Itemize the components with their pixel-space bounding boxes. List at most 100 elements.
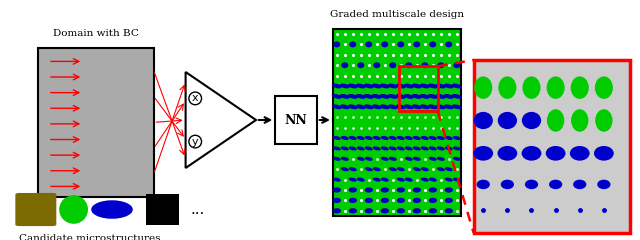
Ellipse shape <box>397 41 404 47</box>
Bar <box>146 194 179 225</box>
Ellipse shape <box>420 167 429 171</box>
Ellipse shape <box>396 94 406 99</box>
Ellipse shape <box>372 178 381 182</box>
Ellipse shape <box>597 180 611 189</box>
Ellipse shape <box>474 146 493 161</box>
Ellipse shape <box>404 146 413 150</box>
Ellipse shape <box>436 94 446 99</box>
Ellipse shape <box>421 62 428 68</box>
Ellipse shape <box>372 136 381 140</box>
Ellipse shape <box>349 136 357 140</box>
Ellipse shape <box>429 187 437 193</box>
Ellipse shape <box>570 146 589 161</box>
Ellipse shape <box>333 178 341 182</box>
Ellipse shape <box>452 178 461 182</box>
Ellipse shape <box>413 136 421 140</box>
Ellipse shape <box>380 84 390 88</box>
Text: NN: NN <box>285 114 307 126</box>
Ellipse shape <box>452 84 462 88</box>
Ellipse shape <box>372 167 381 171</box>
Ellipse shape <box>365 146 373 150</box>
Ellipse shape <box>452 136 461 140</box>
Ellipse shape <box>412 104 422 109</box>
Ellipse shape <box>525 180 538 189</box>
Ellipse shape <box>594 146 614 161</box>
Ellipse shape <box>547 76 564 99</box>
Ellipse shape <box>381 208 389 213</box>
FancyBboxPatch shape <box>15 193 56 226</box>
Ellipse shape <box>333 198 341 203</box>
Ellipse shape <box>404 94 414 99</box>
Bar <box>38 48 154 197</box>
Ellipse shape <box>365 198 373 203</box>
Ellipse shape <box>573 180 586 189</box>
Ellipse shape <box>365 208 373 213</box>
Ellipse shape <box>348 84 358 88</box>
Ellipse shape <box>333 208 341 213</box>
Ellipse shape <box>365 187 373 193</box>
Ellipse shape <box>546 146 566 161</box>
Ellipse shape <box>372 146 381 150</box>
Ellipse shape <box>428 94 438 99</box>
Ellipse shape <box>349 167 357 171</box>
Ellipse shape <box>547 109 564 132</box>
Ellipse shape <box>356 157 365 161</box>
Ellipse shape <box>388 157 397 161</box>
Ellipse shape <box>356 146 365 150</box>
Ellipse shape <box>404 104 414 109</box>
Ellipse shape <box>349 198 357 203</box>
Ellipse shape <box>413 208 421 213</box>
Ellipse shape <box>388 146 397 150</box>
Bar <box>474 60 630 233</box>
Ellipse shape <box>429 136 437 140</box>
Ellipse shape <box>388 136 397 140</box>
Ellipse shape <box>356 94 366 99</box>
Ellipse shape <box>397 136 405 140</box>
Ellipse shape <box>429 198 437 203</box>
Ellipse shape <box>420 146 429 150</box>
Ellipse shape <box>340 167 349 171</box>
Ellipse shape <box>420 104 430 109</box>
Ellipse shape <box>333 146 341 150</box>
Text: Graded multiscale design: Graded multiscale design <box>330 10 464 19</box>
Ellipse shape <box>349 187 357 193</box>
Ellipse shape <box>444 104 454 109</box>
Ellipse shape <box>333 187 341 193</box>
Ellipse shape <box>413 157 421 161</box>
Ellipse shape <box>341 62 348 68</box>
Ellipse shape <box>340 94 350 99</box>
Ellipse shape <box>500 180 514 189</box>
Ellipse shape <box>429 41 436 47</box>
Ellipse shape <box>429 178 437 182</box>
Ellipse shape <box>595 76 613 99</box>
Ellipse shape <box>397 198 405 203</box>
Ellipse shape <box>420 136 429 140</box>
Ellipse shape <box>404 136 413 140</box>
Ellipse shape <box>381 157 389 161</box>
Ellipse shape <box>372 104 382 109</box>
Ellipse shape <box>388 94 398 99</box>
Ellipse shape <box>498 112 517 129</box>
Text: Candidate microstructures: Candidate microstructures <box>19 234 161 240</box>
Ellipse shape <box>92 200 133 219</box>
Ellipse shape <box>356 104 366 109</box>
Ellipse shape <box>349 178 357 182</box>
Ellipse shape <box>437 62 444 68</box>
Ellipse shape <box>413 146 421 150</box>
Ellipse shape <box>60 195 88 224</box>
Ellipse shape <box>445 136 453 140</box>
Ellipse shape <box>436 157 445 161</box>
Text: ...: ... <box>191 203 205 216</box>
Ellipse shape <box>340 104 350 109</box>
Ellipse shape <box>332 104 342 109</box>
Ellipse shape <box>389 62 396 68</box>
Ellipse shape <box>474 76 492 99</box>
Ellipse shape <box>436 167 445 171</box>
Ellipse shape <box>380 104 390 109</box>
Ellipse shape <box>349 208 357 213</box>
Ellipse shape <box>522 76 541 99</box>
Ellipse shape <box>420 178 429 182</box>
Ellipse shape <box>365 167 373 171</box>
Ellipse shape <box>429 208 437 213</box>
Ellipse shape <box>420 94 430 99</box>
